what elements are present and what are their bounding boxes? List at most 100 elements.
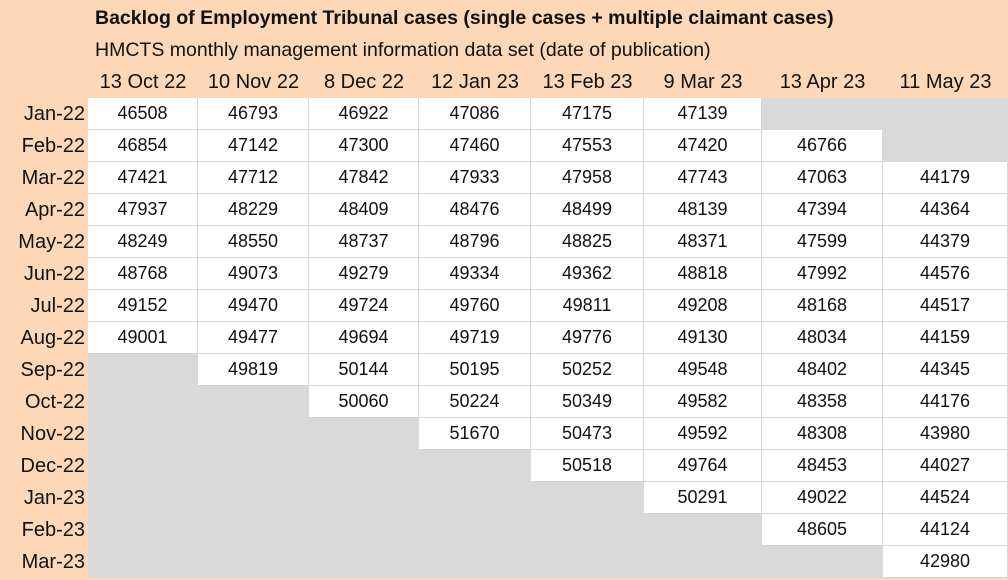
value-cell[interactable]: 49130 xyxy=(644,322,762,354)
value-cell[interactable]: 46922 xyxy=(309,98,419,130)
empty-cell[interactable] xyxy=(309,514,419,546)
value-cell[interactable]: 48768 xyxy=(88,258,198,290)
empty-cell[interactable] xyxy=(198,546,309,578)
value-cell[interactable]: 49208 xyxy=(644,290,762,322)
value-cell[interactable]: 47712 xyxy=(198,162,309,194)
value-cell[interactable]: 47142 xyxy=(198,130,309,162)
value-cell[interactable]: 49073 xyxy=(198,258,309,290)
value-cell[interactable]: 49279 xyxy=(309,258,419,290)
value-cell[interactable]: 48139 xyxy=(644,194,762,226)
value-cell[interactable]: 44176 xyxy=(883,386,1008,418)
empty-cell[interactable] xyxy=(88,354,198,386)
row-label[interactable]: Aug-22 xyxy=(0,322,88,354)
empty-cell[interactable] xyxy=(644,546,762,578)
value-cell[interactable]: 49819 xyxy=(198,354,309,386)
value-cell[interactable]: 47599 xyxy=(762,226,883,258)
column-header[interactable]: 13 Oct 22 xyxy=(88,66,198,98)
value-cell[interactable]: 49152 xyxy=(88,290,198,322)
empty-cell[interactable] xyxy=(762,546,883,578)
value-cell[interactable]: 47992 xyxy=(762,258,883,290)
value-cell[interactable]: 48168 xyxy=(762,290,883,322)
value-cell[interactable]: 48308 xyxy=(762,418,883,450)
empty-cell[interactable] xyxy=(883,98,1008,130)
empty-cell[interactable] xyxy=(88,386,198,418)
value-cell[interactable]: 50252 xyxy=(531,354,644,386)
empty-cell[interactable] xyxy=(419,482,531,514)
value-cell[interactable]: 47175 xyxy=(531,98,644,130)
row-label[interactable]: May-22 xyxy=(0,226,88,258)
value-cell[interactable]: 49592 xyxy=(644,418,762,450)
empty-cell[interactable] xyxy=(309,482,419,514)
row-label[interactable]: Mar-22 xyxy=(0,162,88,194)
value-cell[interactable]: 47086 xyxy=(419,98,531,130)
value-cell[interactable]: 49022 xyxy=(762,482,883,514)
value-cell[interactable]: 48499 xyxy=(531,194,644,226)
value-cell[interactable]: 48229 xyxy=(198,194,309,226)
value-cell[interactable]: 43980 xyxy=(883,418,1008,450)
value-cell[interactable]: 50060 xyxy=(309,386,419,418)
empty-cell[interactable] xyxy=(531,514,644,546)
value-cell[interactable]: 47958 xyxy=(531,162,644,194)
value-cell[interactable]: 46793 xyxy=(198,98,309,130)
value-cell[interactable]: 50195 xyxy=(419,354,531,386)
value-cell[interactable]: 44159 xyxy=(883,322,1008,354)
value-cell[interactable]: 44345 xyxy=(883,354,1008,386)
empty-cell[interactable] xyxy=(419,450,531,482)
empty-cell[interactable] xyxy=(883,130,1008,162)
empty-cell[interactable] xyxy=(198,514,309,546)
value-cell[interactable]: 47743 xyxy=(644,162,762,194)
value-cell[interactable]: 48371 xyxy=(644,226,762,258)
empty-cell[interactable] xyxy=(198,418,309,450)
value-cell[interactable]: 46766 xyxy=(762,130,883,162)
value-cell[interactable]: 47139 xyxy=(644,98,762,130)
value-cell[interactable]: 48476 xyxy=(419,194,531,226)
row-label[interactable]: Mar-23 xyxy=(0,546,88,578)
empty-cell[interactable] xyxy=(309,418,419,450)
value-cell[interactable]: 50224 xyxy=(419,386,531,418)
empty-cell[interactable] xyxy=(198,386,309,418)
empty-cell[interactable] xyxy=(88,514,198,546)
row-label[interactable]: Dec-22 xyxy=(0,450,88,482)
row-label[interactable]: Jan-23 xyxy=(0,482,88,514)
empty-cell[interactable] xyxy=(198,450,309,482)
value-cell[interactable]: 49001 xyxy=(88,322,198,354)
value-cell[interactable]: 49760 xyxy=(419,290,531,322)
empty-cell[interactable] xyxy=(644,514,762,546)
value-cell[interactable]: 47460 xyxy=(419,130,531,162)
value-cell[interactable]: 49764 xyxy=(644,450,762,482)
row-label[interactable]: Jul-22 xyxy=(0,290,88,322)
value-cell[interactable]: 44517 xyxy=(883,290,1008,322)
row-label[interactable]: Oct-22 xyxy=(0,386,88,418)
value-cell[interactable]: 44027 xyxy=(883,450,1008,482)
value-cell[interactable]: 50349 xyxy=(531,386,644,418)
row-label[interactable]: Jun-22 xyxy=(0,258,88,290)
value-cell[interactable]: 47394 xyxy=(762,194,883,226)
value-cell[interactable]: 42980 xyxy=(883,546,1008,578)
empty-cell[interactable] xyxy=(309,546,419,578)
value-cell[interactable]: 50518 xyxy=(531,450,644,482)
value-cell[interactable]: 48358 xyxy=(762,386,883,418)
row-label[interactable]: Feb-23 xyxy=(0,514,88,546)
value-cell[interactable]: 47300 xyxy=(309,130,419,162)
column-header[interactable]: 9 Mar 23 xyxy=(644,66,762,98)
column-header[interactable]: 13 Apr 23 xyxy=(762,66,883,98)
value-cell[interactable]: 50473 xyxy=(531,418,644,450)
value-cell[interactable]: 49724 xyxy=(309,290,419,322)
value-cell[interactable]: 49719 xyxy=(419,322,531,354)
value-cell[interactable]: 44124 xyxy=(883,514,1008,546)
value-cell[interactable]: 48034 xyxy=(762,322,883,354)
column-header[interactable]: 12 Jan 23 xyxy=(419,66,531,98)
empty-cell[interactable] xyxy=(88,546,198,578)
value-cell[interactable]: 44524 xyxy=(883,482,1008,514)
value-cell[interactable]: 49477 xyxy=(198,322,309,354)
value-cell[interactable]: 44379 xyxy=(883,226,1008,258)
value-cell[interactable]: 49694 xyxy=(309,322,419,354)
value-cell[interactable]: 49582 xyxy=(644,386,762,418)
column-header[interactable]: 11 May 23 xyxy=(883,66,1008,98)
value-cell[interactable]: 47421 xyxy=(88,162,198,194)
value-cell[interactable]: 44364 xyxy=(883,194,1008,226)
value-cell[interactable]: 48796 xyxy=(419,226,531,258)
value-cell[interactable]: 48825 xyxy=(531,226,644,258)
value-cell[interactable]: 47063 xyxy=(762,162,883,194)
value-cell[interactable]: 48249 xyxy=(88,226,198,258)
